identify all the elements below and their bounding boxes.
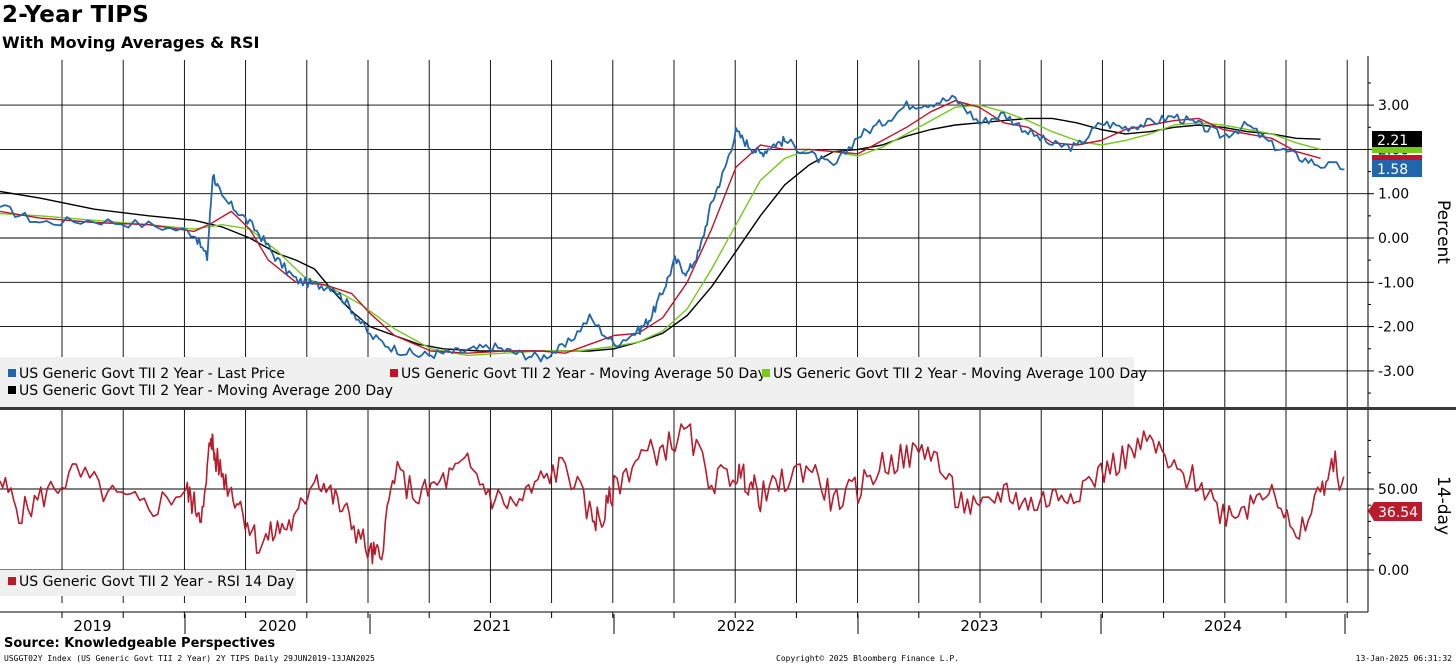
last-value-badge-rsi: 36.54	[1368, 502, 1422, 521]
x-tick-label: 2022	[717, 617, 755, 635]
badge-bg	[1372, 131, 1422, 148]
legend-item-ma200: US Generic Govt TII 2 Year - Moving Aver…	[8, 383, 393, 399]
legend-swatch	[762, 369, 770, 377]
series-rsi	[0, 423, 1345, 565]
x-tick-label: 2019	[73, 617, 111, 635]
x-tick-label: 2020	[258, 617, 296, 635]
y-tick-label: 3.00	[1378, 98, 1409, 114]
legend-swatch	[8, 386, 16, 394]
legend-label: US Generic Govt TII 2 Year - Moving Aver…	[401, 366, 766, 382]
last-value-badge-last_price: 1.58	[1372, 160, 1422, 178]
legend-item-ma100: US Generic Govt TII 2 Year - Moving Aver…	[762, 366, 1147, 382]
y-tick-label: -3.00	[1378, 364, 1414, 380]
x-tick-label: 2024	[1204, 617, 1242, 635]
price-legend-box	[0, 357, 1134, 407]
y-tick-label: 50.00	[1378, 482, 1418, 498]
y-tick-label: 1.00	[1378, 187, 1409, 203]
legend-label: US Generic Govt TII 2 Year - Last Price	[19, 366, 285, 382]
rsi-legend-box	[0, 570, 296, 596]
ticker-line: USGGT02Y Index (US Generic Govt TII 2 Ye…	[4, 654, 375, 663]
rsi-axis-title: 14-day	[1433, 476, 1453, 535]
series-ma200	[0, 117, 1321, 352]
legend-swatch	[8, 577, 16, 585]
badge-bg	[1368, 502, 1422, 521]
x-tick-label: 2021	[473, 617, 511, 635]
panel-divider	[0, 407, 1456, 410]
y-tick-label: -1.00	[1378, 275, 1414, 291]
legend-label: US Generic Govt TII 2 Year - Moving Aver…	[19, 383, 393, 399]
last-value-badge-ma200: 2.21	[1372, 131, 1422, 149]
legend-item-ma50: US Generic Govt TII 2 Year - Moving Aver…	[390, 366, 766, 382]
chart-title: 2-Year TIPS	[2, 2, 150, 28]
chart-subtitle: With Moving Averages & RSI	[2, 33, 260, 52]
legend-swatch	[8, 369, 16, 377]
last-value-badge-ma50	[1372, 155, 1422, 161]
y-axis-title: Percent	[1433, 200, 1453, 264]
badge-label: 1.58	[1377, 162, 1408, 178]
price-plot-area	[0, 60, 1368, 408]
last-value-badge-ma100	[1372, 147, 1422, 153]
x-tick-label: 2023	[960, 617, 998, 635]
legend-swatch	[390, 369, 398, 377]
badge-bg	[1372, 147, 1422, 153]
series-ma100	[0, 104, 1321, 357]
y-tick-label: 0.00	[1378, 563, 1409, 579]
badge-bg	[1372, 160, 1422, 177]
y-tick-label: 0.00	[1378, 231, 1409, 247]
legend-item-last-price: US Generic Govt TII 2 Year - Last Price	[8, 366, 285, 382]
series-last-price	[0, 94, 1345, 363]
source-note: Source: Knowledgeable Perspectives	[4, 636, 276, 651]
legend-label: US Generic Govt TII 2 Year - Moving Aver…	[773, 366, 1147, 382]
series-ma50	[0, 100, 1321, 354]
badge-bg	[1372, 155, 1422, 161]
copyright-line: Copyright© 2025 Bloomberg Finance L.P.	[776, 654, 960, 663]
badge-label: 36.54	[1378, 505, 1418, 521]
legend-item-rsi: US Generic Govt TII 2 Year - RSI 14 Day	[8, 574, 294, 590]
legend-label: US Generic Govt TII 2 Year - RSI 14 Day	[19, 574, 294, 590]
y-tick-label: -2.00	[1378, 320, 1414, 336]
vertical-gridlines	[61, 60, 1348, 603]
badge-label: 2.21	[1377, 133, 1408, 149]
timestamp-line: 13-Jan-2025 06:31:32	[1355, 654, 1452, 663]
